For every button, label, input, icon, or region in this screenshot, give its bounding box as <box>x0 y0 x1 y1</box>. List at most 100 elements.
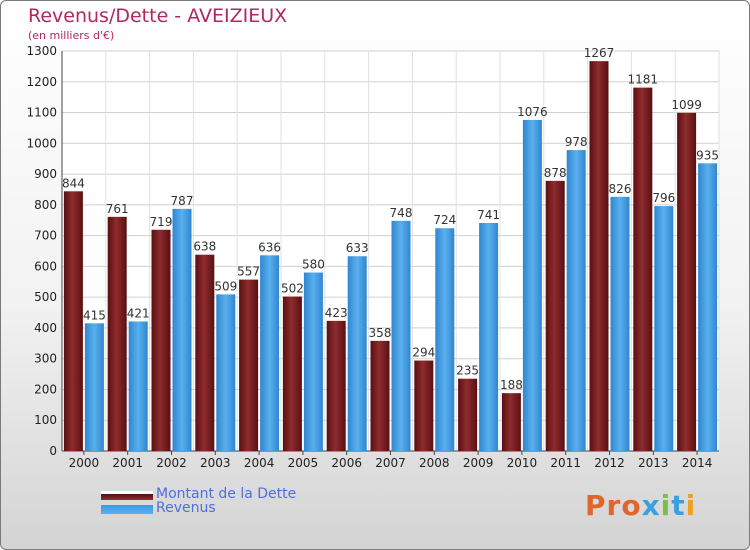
y-tick-label: 300 <box>34 352 57 366</box>
x-tick-label: 2007 <box>375 456 406 470</box>
data-label-revenus: 935 <box>696 148 719 162</box>
y-tick-label: 1300 <box>26 44 57 58</box>
data-label-revenus: 636 <box>258 240 281 254</box>
labels-layer: 0 100 200 300 400 500 600 700 800 900 1000 1100 1200… <box>26 44 719 470</box>
bar-revenus <box>391 220 411 451</box>
bar-revenus <box>698 163 718 452</box>
x-tick-label: 2009 <box>463 456 494 470</box>
bar-revenus <box>303 272 323 451</box>
bar-dette <box>501 393 521 451</box>
data-label-revenus: 826 <box>609 182 632 196</box>
bar-dette <box>370 340 390 451</box>
logo-letter: i <box>685 489 697 522</box>
bar-revenus <box>84 323 104 451</box>
y-tick-label: 1000 <box>26 136 57 150</box>
x-tick-label: 2002 <box>156 456 187 470</box>
data-label-dette: 761 <box>106 202 129 216</box>
bar-dette <box>414 360 434 451</box>
y-tick-label: 600 <box>34 259 57 273</box>
y-tick-label: 200 <box>34 382 57 396</box>
bar-revenus <box>216 294 236 451</box>
data-label-revenus: 421 <box>127 306 150 320</box>
data-label-revenus: 580 <box>302 258 325 272</box>
y-tick-label: 700 <box>34 229 57 243</box>
bar-dette <box>677 112 697 451</box>
bar-dette <box>195 254 215 451</box>
data-label-revenus: 415 <box>83 308 106 322</box>
data-label-dette: 719 <box>150 215 173 229</box>
bar-revenus <box>654 206 674 451</box>
x-tick-label: 2012 <box>594 456 625 470</box>
data-label-dette: 557 <box>237 265 260 279</box>
x-tick-label: 2006 <box>331 456 362 470</box>
y-tick-label: 1100 <box>26 106 57 120</box>
legend-label-revenus: Revenus <box>156 500 216 516</box>
bar-revenus <box>260 255 280 451</box>
x-tick-label: 2014 <box>682 456 713 470</box>
data-label-dette: 423 <box>325 306 348 320</box>
bar-revenus <box>347 256 367 451</box>
plot-area <box>62 51 719 451</box>
x-tick-label: 2004 <box>244 456 275 470</box>
data-label-revenus: 633 <box>346 241 369 255</box>
logo-letter: r <box>606 489 622 522</box>
bar-revenus <box>522 119 542 451</box>
data-label-dette: 1099 <box>671 98 702 112</box>
x-tick-label: 2000 <box>69 456 100 470</box>
data-label-dette: 502 <box>281 282 304 296</box>
data-label-dette: 638 <box>193 240 216 254</box>
logo-letter: o <box>621 489 642 522</box>
y-tick-label: 400 <box>34 321 57 335</box>
bar-dette <box>633 87 653 451</box>
y-tick-label: 500 <box>34 290 57 304</box>
bar-revenus <box>566 150 586 452</box>
data-label-dette: 294 <box>412 346 435 360</box>
logo-letter: i <box>660 489 672 522</box>
bar-revenus <box>479 223 499 451</box>
x-tick-label: 2001 <box>112 456 143 470</box>
x-tick-label: 2011 <box>550 456 581 470</box>
proxiti-logo: Proxiti <box>585 489 696 522</box>
legend-label-dette: Montant de la Dette <box>156 486 297 502</box>
bar-dette <box>589 61 609 452</box>
y-tick-label: 1200 <box>26 75 57 89</box>
data-label-dette: 358 <box>369 326 392 340</box>
chart-title: Revenus/Dette - AVEIZIEUX <box>28 5 288 27</box>
data-label-dette: 878 <box>544 166 567 180</box>
data-label-revenus: 978 <box>565 135 588 149</box>
y-tick-label: 0 <box>49 444 57 458</box>
bar-revenus <box>610 196 630 451</box>
data-label-revenus: 741 <box>477 208 500 222</box>
y-tick-label: 100 <box>34 413 57 427</box>
bar-dette <box>326 320 346 451</box>
data-label-revenus: 1076 <box>517 105 548 119</box>
data-label-dette: 188 <box>500 378 523 392</box>
data-label-revenus: 748 <box>390 206 413 220</box>
data-label-dette: 844 <box>62 176 85 190</box>
logo-letter: t <box>671 489 686 522</box>
bar-dette <box>282 296 302 451</box>
bar-dette <box>107 216 127 451</box>
bar-dette <box>151 229 171 451</box>
grid-layer <box>61 50 720 455</box>
bars-layer <box>63 61 718 452</box>
legend-swatch-revenus <box>101 505 153 514</box>
bar-revenus <box>435 228 455 451</box>
x-tick-label: 2003 <box>200 456 231 470</box>
bar-dette <box>63 191 83 452</box>
y-tick-label: 900 <box>34 167 57 181</box>
x-tick-label: 2008 <box>419 456 450 470</box>
legend-swatch-dette <box>101 491 153 500</box>
y-tick-label: 800 <box>34 198 57 212</box>
data-label-dette: 1181 <box>628 73 659 87</box>
data-label-dette: 1267 <box>584 46 615 60</box>
logo-letter: P <box>585 489 607 522</box>
data-label-revenus: 787 <box>171 194 194 208</box>
data-label-dette: 235 <box>456 364 479 378</box>
x-tick-label: 2005 <box>288 456 319 470</box>
bar-dette <box>239 279 259 451</box>
logo-letter: x <box>641 489 661 522</box>
data-label-revenus: 796 <box>652 191 675 205</box>
chart-subtitle: (en milliers d'€) <box>28 29 115 42</box>
